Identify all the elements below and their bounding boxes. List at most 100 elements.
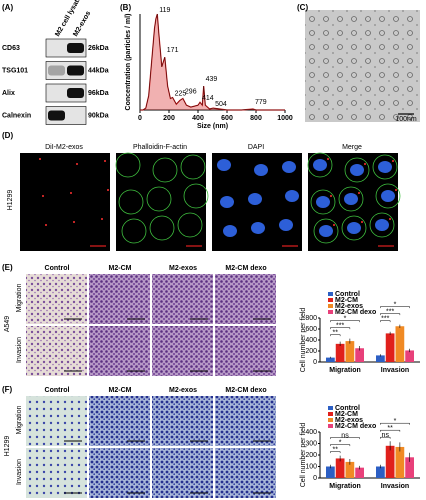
nucleus bbox=[347, 222, 361, 234]
bar bbox=[335, 343, 345, 362]
significance-bracket bbox=[380, 429, 401, 432]
actin bbox=[152, 157, 178, 183]
x-tick-label: Invasion bbox=[381, 367, 409, 374]
blot-band bbox=[67, 43, 84, 53]
significance-bracket bbox=[380, 313, 401, 316]
column-label: M2-CM bbox=[109, 387, 132, 394]
peak-label: 779 bbox=[255, 99, 267, 106]
legend-swatch bbox=[328, 304, 333, 308]
micrograph bbox=[152, 396, 213, 446]
actin bbox=[149, 215, 175, 241]
actin bbox=[177, 212, 203, 238]
y-axis-label: Cell number per field bbox=[300, 308, 307, 373]
micrograph bbox=[215, 448, 276, 498]
significance-label: ** bbox=[333, 446, 339, 453]
actin bbox=[121, 218, 147, 244]
peak-label: 504 bbox=[215, 101, 227, 108]
nucleus bbox=[344, 193, 358, 205]
panel-label: (A) bbox=[2, 3, 13, 12]
significance-bracket bbox=[330, 437, 360, 440]
legend-swatch bbox=[328, 406, 333, 410]
significance-label: * bbox=[339, 439, 342, 446]
significance-label: ** bbox=[333, 329, 339, 336]
x-tick-label: 1000 bbox=[277, 115, 293, 122]
mean-line bbox=[140, 13, 285, 111]
peak-label: 439 bbox=[206, 76, 218, 83]
significance-bracket bbox=[330, 327, 351, 330]
nucleus bbox=[251, 222, 265, 234]
row-label: Migration bbox=[16, 284, 23, 313]
x-tick-label: Invasion bbox=[381, 483, 409, 490]
bar bbox=[335, 458, 345, 478]
size-label: 44kDa bbox=[88, 67, 109, 74]
exosome bbox=[333, 224, 335, 226]
y-tick-label: 200 bbox=[305, 348, 317, 355]
y-tick-label: 600 bbox=[305, 326, 317, 333]
blot-band bbox=[48, 110, 65, 121]
significance-bracket bbox=[380, 422, 410, 425]
column-label: M2-exos bbox=[169, 387, 197, 394]
actin bbox=[338, 186, 364, 212]
actin bbox=[313, 218, 339, 244]
tem-image bbox=[305, 10, 420, 122]
nucleus bbox=[254, 164, 268, 176]
bar bbox=[326, 466, 335, 478]
legend-label: M2-CM dexo bbox=[335, 309, 376, 316]
exosome bbox=[358, 192, 360, 194]
micrograph bbox=[26, 396, 87, 446]
nucleus bbox=[282, 161, 296, 173]
column-label: M2-exos bbox=[169, 265, 197, 272]
bar bbox=[385, 333, 395, 362]
nucleus bbox=[313, 159, 327, 171]
column-label: Phalloidin-F-actin bbox=[133, 144, 187, 151]
nucleus bbox=[378, 161, 392, 173]
legend-swatch bbox=[328, 310, 333, 314]
significance-label: ** bbox=[387, 425, 393, 432]
significance-label: ns bbox=[382, 432, 390, 439]
row-label: Invasion bbox=[16, 337, 23, 363]
legend-swatch bbox=[328, 418, 333, 422]
significance-bracket bbox=[380, 306, 410, 309]
peak-label: 225 bbox=[175, 90, 187, 97]
cell-line-label: A549 bbox=[4, 316, 11, 332]
exosome bbox=[104, 160, 106, 162]
x-tick-label: Migration bbox=[329, 367, 361, 374]
micrograph bbox=[152, 448, 213, 498]
micrograph bbox=[26, 448, 87, 498]
y-tick-label: 800 bbox=[305, 315, 317, 322]
peak-label: 414 bbox=[202, 95, 214, 102]
nucleus bbox=[285, 190, 299, 202]
legend-label: M2-CM bbox=[335, 297, 358, 304]
legend-label: Control bbox=[335, 405, 360, 412]
bar bbox=[395, 326, 405, 362]
bar bbox=[395, 446, 405, 478]
exosome bbox=[107, 189, 109, 191]
cell-line-label: H1299 bbox=[7, 190, 14, 211]
scale-label: 100nm bbox=[395, 116, 417, 123]
nucleus bbox=[375, 219, 389, 231]
nucleus bbox=[350, 164, 364, 176]
row-label: Invasion bbox=[16, 459, 23, 485]
protein-label: CD63 bbox=[2, 45, 20, 52]
blot-band bbox=[67, 88, 84, 98]
image-layer bbox=[305, 10, 420, 122]
bar bbox=[376, 355, 385, 362]
peak-label: 119 bbox=[159, 7, 170, 14]
micrograph bbox=[89, 448, 150, 498]
exosome bbox=[39, 158, 41, 160]
exosome bbox=[361, 221, 363, 223]
x-tick-label: 200 bbox=[163, 115, 175, 122]
nucleus bbox=[316, 196, 330, 208]
size-label: 96kDa bbox=[88, 90, 109, 97]
legend-label: M2-exos bbox=[335, 417, 363, 424]
significance-label: *** bbox=[381, 315, 389, 322]
lane-label: M2-exos bbox=[72, 10, 92, 38]
significance-label: *** bbox=[336, 322, 344, 329]
micrograph bbox=[89, 396, 150, 446]
actin bbox=[369, 212, 395, 238]
nucleus bbox=[217, 159, 231, 171]
legend-label: M2-exos bbox=[335, 303, 363, 310]
significance-bracket bbox=[330, 444, 351, 447]
micrograph bbox=[20, 153, 110, 251]
